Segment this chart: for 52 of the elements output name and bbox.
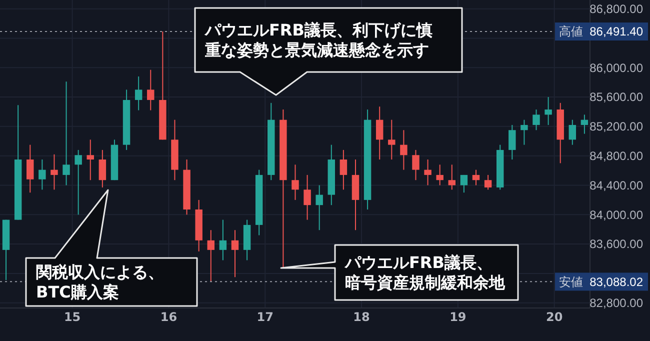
annotation: パウエルFRB議長、利下げに慎重な姿勢と景気減速懸念を示す (204, 20, 432, 60)
ref-line-label: 安値 83,088.02 (559, 274, 644, 289)
ref-line-label: 高値 86,491.40 (559, 24, 644, 39)
candlestick (580, 114, 588, 134)
y-tick-label: 84,800.00 (590, 149, 644, 164)
candlestick (484, 174, 492, 190)
x-tick-label: 16 (160, 310, 178, 324)
candlestick (544, 96, 552, 126)
candlestick (472, 169, 480, 186)
candlestick (424, 159, 432, 186)
candlestick (568, 119, 576, 146)
candlestick (412, 149, 420, 181)
y-tick-label: 86,800.00 (590, 2, 644, 16)
candlestick (304, 174, 311, 220)
candlestick (376, 106, 384, 160)
y-tick-label: 84,400.00 (590, 178, 644, 192)
y-tick-label: 85,600.00 (590, 90, 644, 104)
candlestick (86, 139, 94, 181)
candlestick (340, 149, 348, 190)
candlestick (62, 81, 70, 186)
candlestick (38, 159, 46, 190)
candlestick (50, 154, 58, 190)
candlestick (98, 149, 106, 188)
y-tick-label: 85,200.00 (590, 120, 644, 134)
y-tick-label: 82,800.00 (590, 296, 644, 310)
candlestick (400, 130, 408, 170)
x-tick-label: 15 (64, 310, 81, 324)
candlestick (26, 144, 34, 194)
candlestick (147, 69, 154, 111)
candlestick (508, 124, 516, 160)
y-tick-label: 86,000.00 (590, 60, 644, 75)
y-tick-label: 84,000.00 (590, 208, 644, 222)
candlestick (448, 164, 456, 190)
candlestick (532, 109, 540, 131)
x-tick-label: 19 (450, 310, 466, 324)
candlestick (219, 219, 227, 261)
candlestick (231, 230, 239, 278)
candlestick (520, 119, 528, 146)
annotation: 関税収入による、BTC購入案 (36, 262, 164, 302)
x-tick-label: 20 (546, 310, 563, 324)
annotation: パウエルFRB議長、暗号資産規制緩和余地 (344, 253, 506, 292)
x-tick-label: 17 (256, 310, 274, 324)
candlestick (74, 149, 82, 216)
candlestick (134, 76, 142, 111)
candlestick (316, 184, 323, 231)
candlestick (436, 164, 444, 186)
y-tick-label: 83,600.00 (590, 237, 644, 252)
candlestick (292, 164, 299, 200)
x-tick-label: 18 (353, 310, 370, 324)
candlestick (388, 119, 396, 160)
candlestick (460, 174, 468, 194)
candlestick (207, 230, 214, 282)
